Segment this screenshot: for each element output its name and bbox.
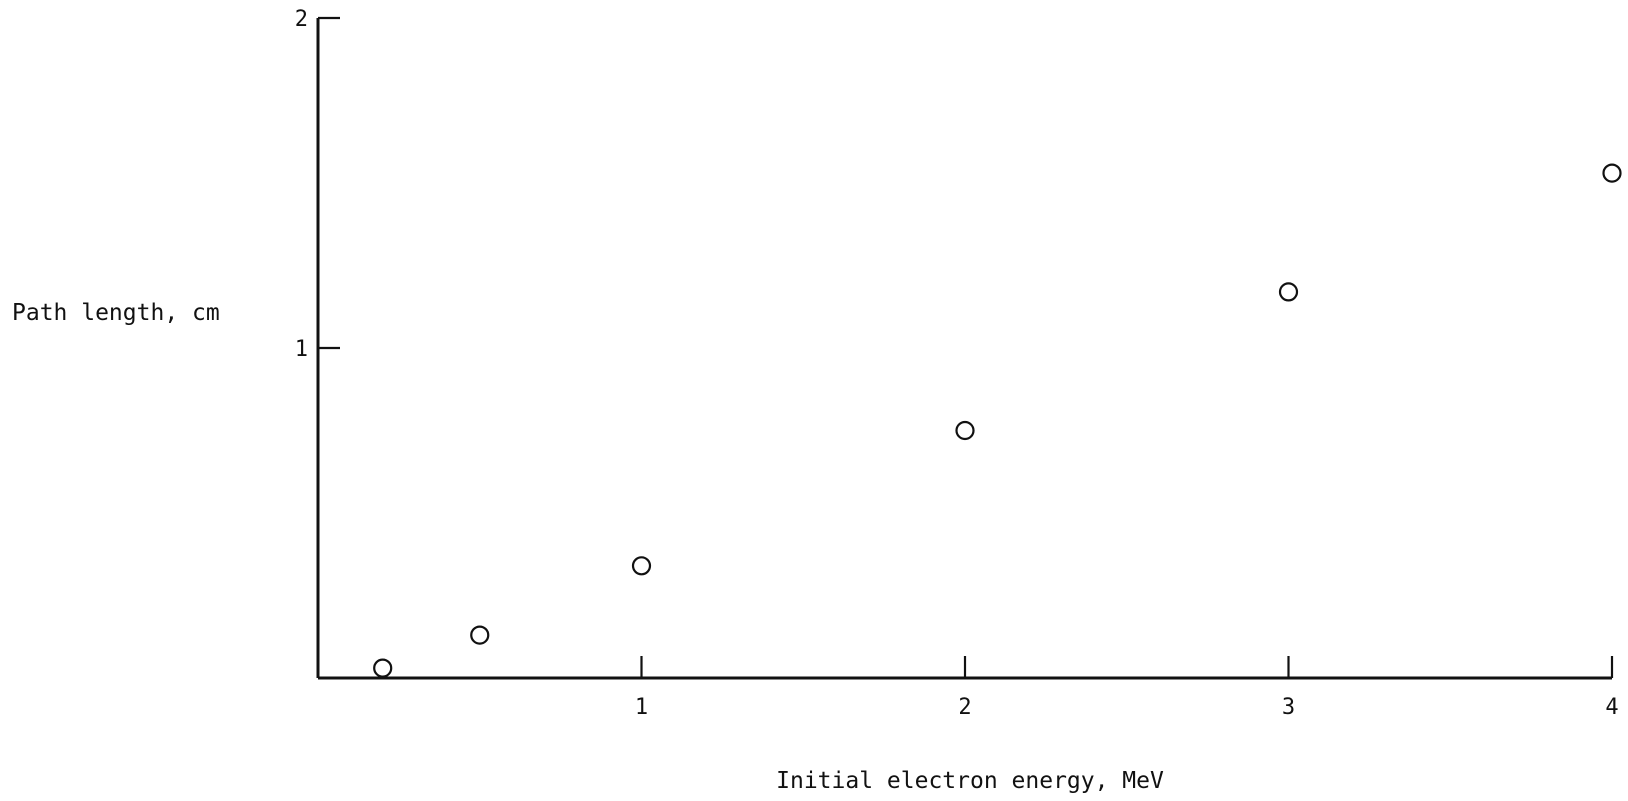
- x-tick-label: 3: [1282, 695, 1295, 720]
- data-point: [1278, 282, 1299, 302]
- x-tick-label: 2: [958, 695, 971, 720]
- axes: [316, 18, 1612, 680]
- data-point: [1602, 163, 1622, 183]
- y-axis-label: Path length, cm: [12, 300, 220, 326]
- data-point: [373, 658, 393, 678]
- x-tick-label: 1: [635, 695, 648, 720]
- data-points: [373, 163, 1622, 678]
- y-tick-label: 2: [295, 7, 308, 32]
- x-tick-label: 4: [1605, 695, 1618, 720]
- x-axis-label: Initial electron energy, MeV: [776, 768, 1164, 794]
- data-point: [955, 420, 975, 441]
- data-point: [470, 625, 490, 645]
- data-point: [631, 556, 652, 576]
- ticks: 1 2 3 4 1 2: [295, 7, 1619, 720]
- y-tick-label: 1: [295, 337, 308, 362]
